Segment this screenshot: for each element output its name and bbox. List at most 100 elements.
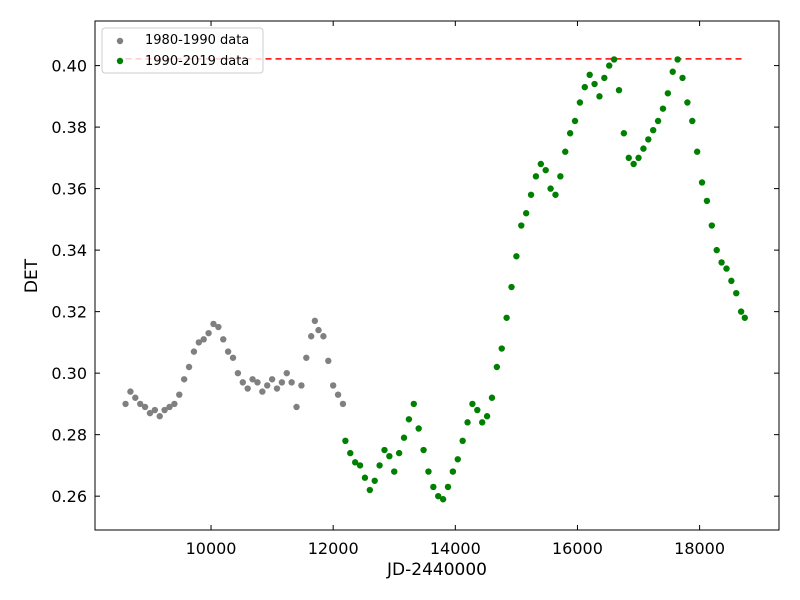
data-point [339,400,347,408]
data-point [161,406,168,414]
data-point [190,348,198,355]
data-point [713,246,720,254]
data-point [498,345,505,352]
data-point [459,437,466,445]
y-tick-label: 0.36 [51,180,87,199]
data-point [410,400,417,408]
data-point [351,459,359,466]
data-point [195,339,203,346]
data-point [400,434,408,441]
data-point [229,354,237,361]
data-point [185,363,193,371]
legend-box [101,27,264,74]
legend: 1980-1990 data 1990-2019 data [101,27,264,74]
y-tick-label: 0.26 [51,487,87,506]
data-point [180,376,188,383]
data-point [703,197,711,205]
data-point [527,191,535,198]
data-point [366,486,374,494]
data-point [733,289,740,297]
data-point [708,222,716,229]
data-point [741,314,748,321]
data-point [542,166,549,174]
data-point [215,323,222,331]
plot-frame [94,20,780,531]
data-point [444,483,452,491]
data-point [288,379,295,386]
data-point [347,449,354,457]
data-point [610,56,618,63]
data-point [513,253,520,260]
data-point [166,403,173,411]
data-point [356,462,364,469]
data-point [635,154,642,162]
data-point [268,376,276,383]
data-point [156,413,163,420]
data-point [645,136,652,143]
y-tick-label: 0.34 [51,241,87,260]
x-tick-label: 18000 [674,539,725,558]
data-point [205,329,212,337]
data-point [562,148,569,155]
x-axis-label: JD-2440000 [386,560,487,580]
data-point [728,277,735,285]
data-point [136,400,144,408]
data-point [435,492,442,500]
data-point [566,130,574,137]
legend-marker-1980-1990 [116,37,124,45]
data-point [430,483,437,491]
data-point [718,259,725,266]
data-point [171,400,178,408]
data-point [371,477,378,484]
data-point [693,148,701,155]
data-point [698,179,706,186]
data-point [381,446,388,454]
y-tick-label: 0.28 [51,426,87,445]
data-point [315,326,322,334]
data-point [449,468,457,475]
x-tick-label: 14000 [430,539,481,558]
data-point [141,403,149,411]
data-point [478,419,486,426]
data-point [522,210,530,217]
data-point [469,400,476,408]
x-axis-ticks: 10000 12000 14000 16000 18000 [186,21,725,558]
data-point [132,394,139,401]
data-point [654,117,662,125]
data-point [483,413,491,420]
data-point [557,173,564,180]
data-point [425,468,432,475]
data-point [224,348,232,355]
legend-marker-1990-2019 [116,57,124,65]
data-point [220,336,227,343]
data-point [127,388,134,395]
data-point [659,105,667,112]
data-point [293,403,300,411]
data-point [307,333,315,340]
data-point [454,456,461,463]
data-point [151,406,159,414]
data-point [176,391,183,398]
data-point [329,382,337,389]
data-point [615,86,623,94]
data-point [571,117,579,125]
data-point [342,437,349,445]
data-point [334,391,342,398]
series-1980-1990-data [122,317,347,420]
data-point [493,363,501,371]
data-point [122,400,129,408]
x-tick-label: 12000 [308,539,359,558]
data-point [503,314,510,321]
data-point [630,160,637,168]
y-tick-label: 0.38 [51,118,87,137]
y-tick-label: 0.30 [51,364,87,383]
x-tick-label: 10000 [186,539,237,558]
data-point [679,74,686,82]
data-point [474,406,481,414]
data-point [234,369,242,377]
data-point [640,145,647,152]
series-layer [122,56,748,503]
data-point [386,452,393,460]
data-point [244,385,251,392]
data-point [311,317,319,325]
